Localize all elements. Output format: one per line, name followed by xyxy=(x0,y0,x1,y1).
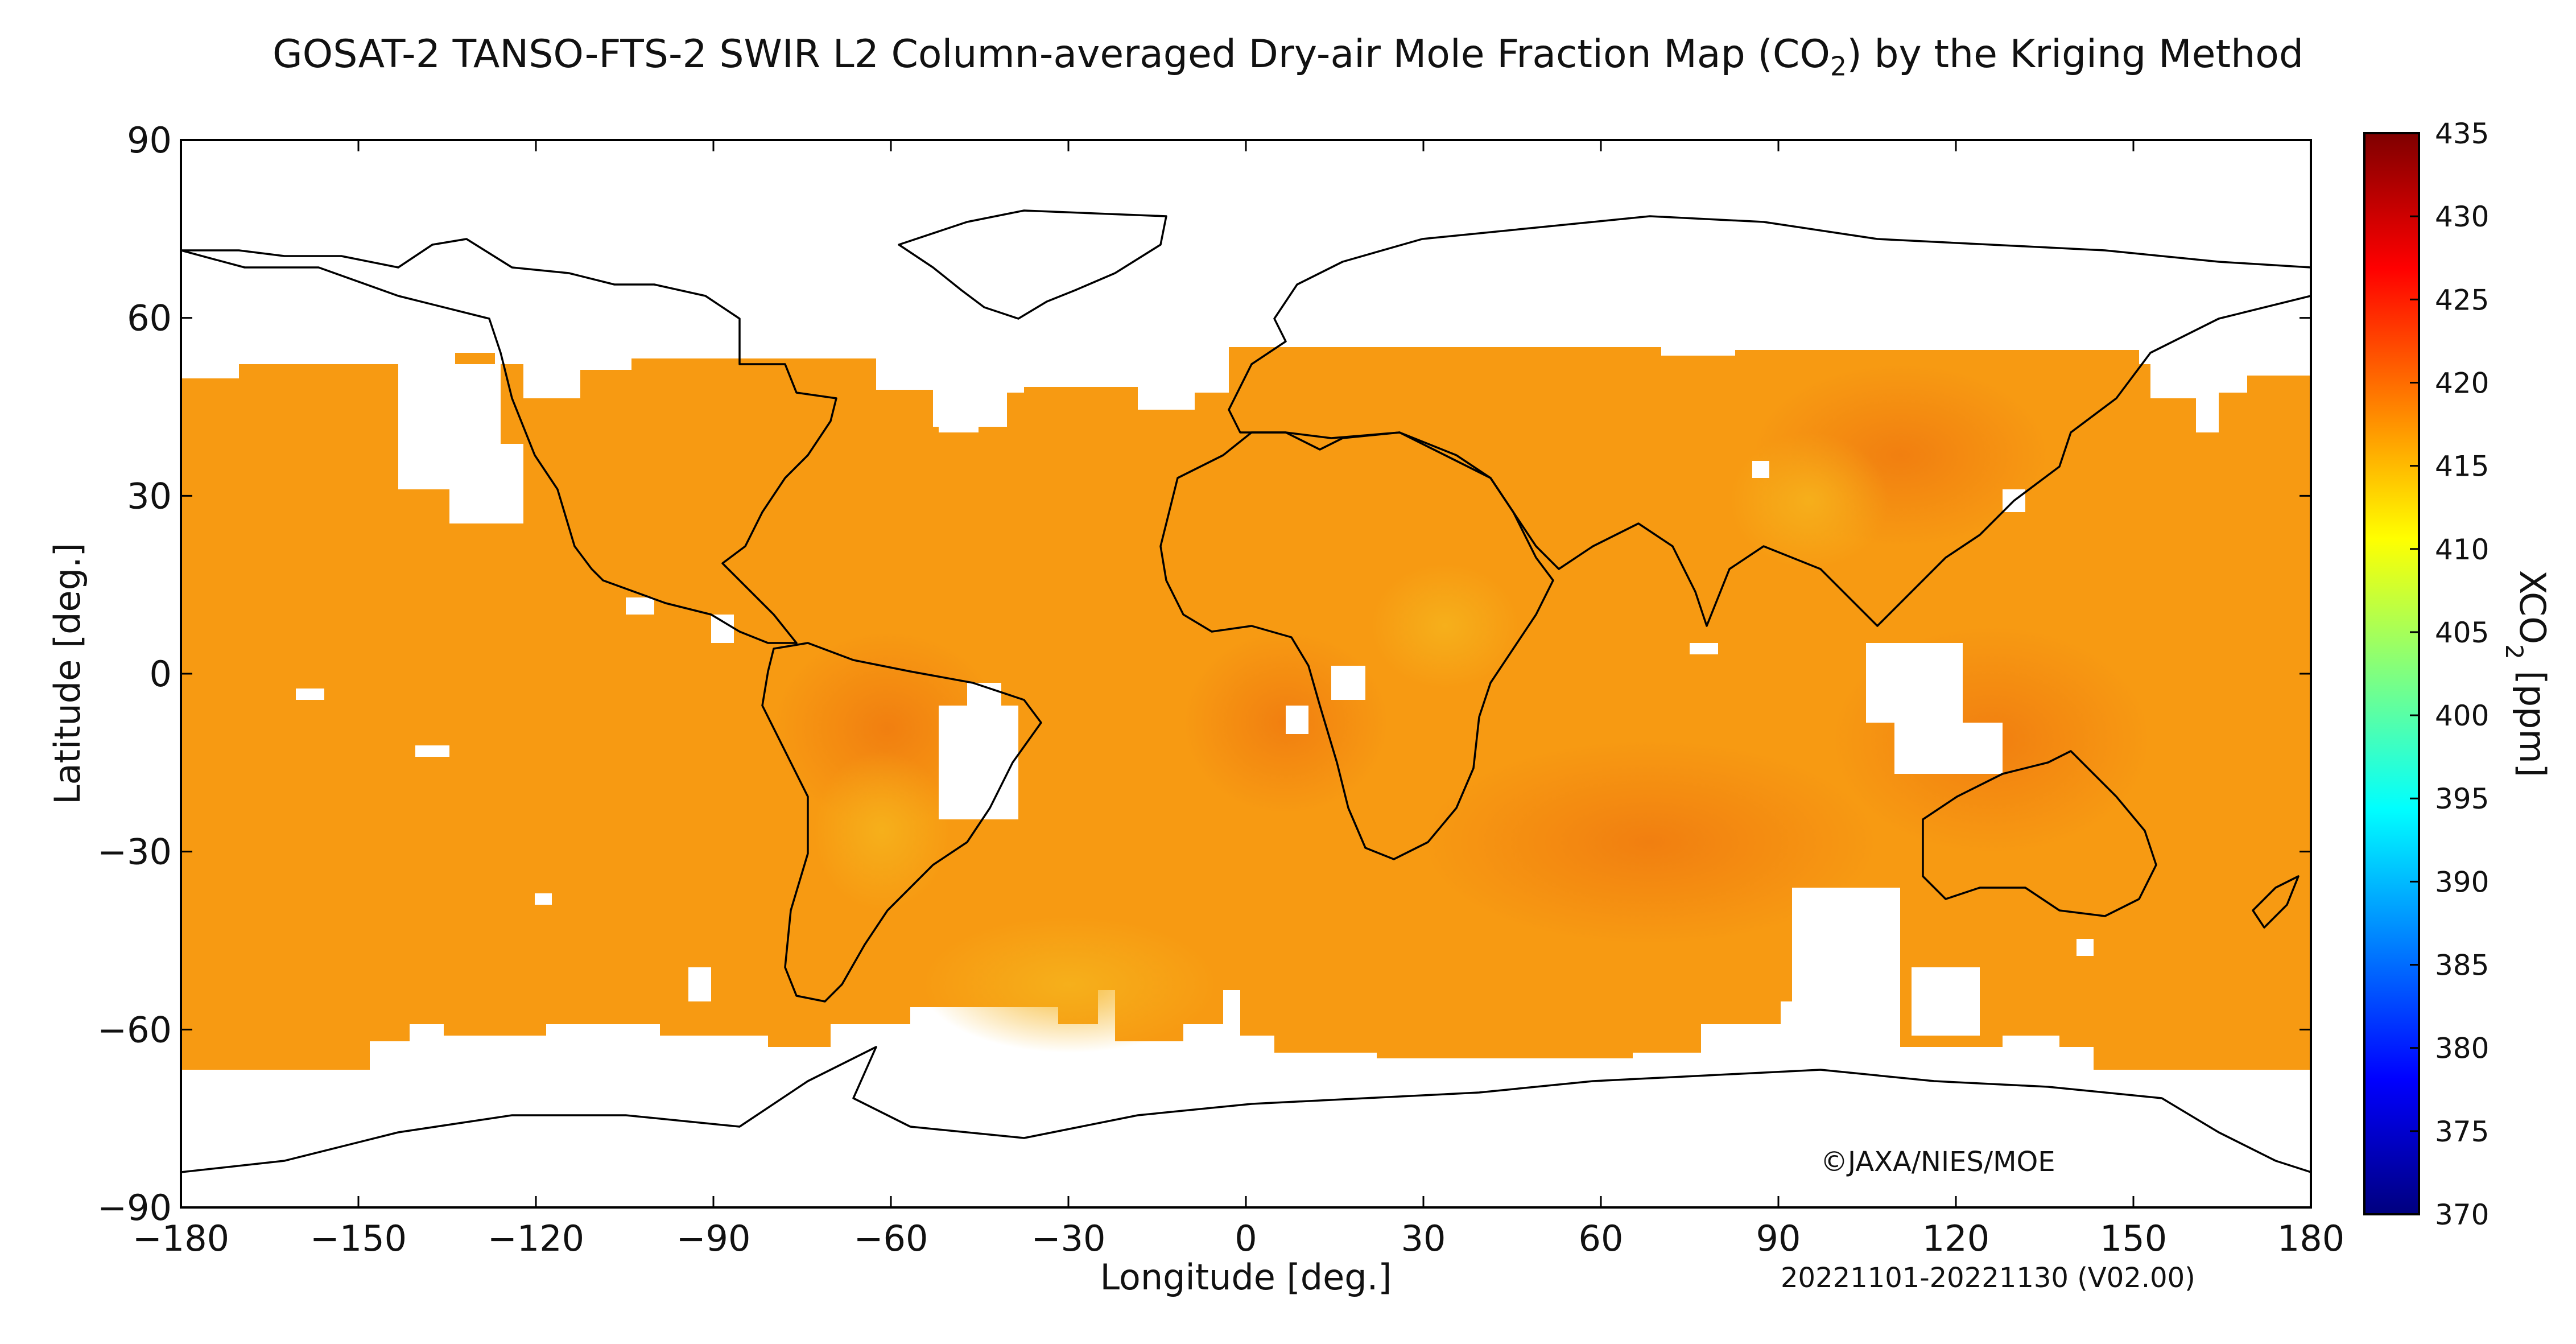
x-tick-label: −30 xyxy=(1031,1218,1106,1259)
colorbar-tick-label: 395 xyxy=(2435,782,2489,815)
eurasia-outline xyxy=(1228,215,2311,627)
x-tick-label: 60 xyxy=(1579,1218,1624,1259)
no-data-gaps xyxy=(296,341,2094,1047)
colorbar-tick-label: 405 xyxy=(2435,616,2489,649)
new-zealand-outline xyxy=(2252,875,2300,929)
colorbar-tick-label: 380 xyxy=(2435,1032,2489,1065)
y-tick-label: 60 xyxy=(127,298,172,339)
colorbar-tick-label: 410 xyxy=(2435,533,2489,566)
y-tick-label: 90 xyxy=(127,119,172,161)
xco2-field xyxy=(181,341,2311,1070)
x-axis-label: Longitude [deg.] xyxy=(1100,1256,1392,1298)
x-axis-ticks: −180 −150 −120 −90 −60 −30 0 30 60 90 120 150 180 xyxy=(133,140,2344,1259)
y-axis-ticks: 90 60 30 0 −30 −60 −90 xyxy=(97,119,2311,1228)
colorbar-tick-label: 400 xyxy=(2435,699,2489,732)
greenland-outline xyxy=(898,209,1167,320)
y-axis-label: Latitude [deg.] xyxy=(47,543,88,805)
x-tick-label: −150 xyxy=(310,1218,407,1259)
map-title: GOSAT-2 TANSO-FTS-2 SWIR L2 Column-avera… xyxy=(272,32,2303,82)
colorbar-label: XCO2 [ppm] xyxy=(2501,570,2554,777)
colorbar-tick-label: 390 xyxy=(2435,865,2489,898)
y-tick-label: −60 xyxy=(97,1009,172,1050)
colorbar-ticks: 435 430 425 420 415 410 405 400 395 390 385 380 375 3… xyxy=(2410,117,2489,1231)
colorbar-tick-label: 375 xyxy=(2435,1115,2489,1148)
colorbar-tick-label: 370 xyxy=(2435,1198,2489,1231)
x-tick-label: 120 xyxy=(1922,1218,1989,1259)
colorbar-tick-label: 415 xyxy=(2435,450,2489,483)
y-tick-label: −90 xyxy=(97,1187,172,1228)
x-tick-label: 30 xyxy=(1401,1218,1446,1259)
y-tick-label: −30 xyxy=(97,831,172,873)
x-tick-label: 0 xyxy=(1235,1218,1257,1259)
australia-outline xyxy=(1922,750,2157,917)
north-america-outline xyxy=(181,238,837,644)
x-tick-label: −90 xyxy=(676,1218,751,1259)
colorbar-tick-label: 420 xyxy=(2435,366,2489,399)
antarctica-outline xyxy=(181,1046,2311,1173)
colorbar-tick-label: 435 xyxy=(2435,117,2489,150)
colorbar-tick-label: 425 xyxy=(2435,283,2489,316)
south-america-outline xyxy=(761,642,1042,1003)
coastlines xyxy=(181,209,2311,1173)
colorbar xyxy=(2363,132,2420,1215)
colorbar-tick-label: 385 xyxy=(2435,949,2489,982)
y-tick-label: 0 xyxy=(150,653,172,695)
colorbar-tick-label: 430 xyxy=(2435,200,2489,233)
x-tick-label: 150 xyxy=(2100,1218,2167,1259)
y-tick-label: 30 xyxy=(127,475,172,517)
x-tick-label: −120 xyxy=(488,1218,584,1259)
x-tick-label: 90 xyxy=(1756,1218,1801,1259)
period-version: 20221101-20221130 (V02.00) xyxy=(1781,1262,2195,1294)
x-tick-label: 180 xyxy=(2277,1218,2344,1259)
x-tick-label: −180 xyxy=(133,1218,229,1259)
x-tick-label: −60 xyxy=(854,1218,928,1259)
copyright-notice: ©JAXA/NIES/MOE xyxy=(1820,1146,2055,1178)
